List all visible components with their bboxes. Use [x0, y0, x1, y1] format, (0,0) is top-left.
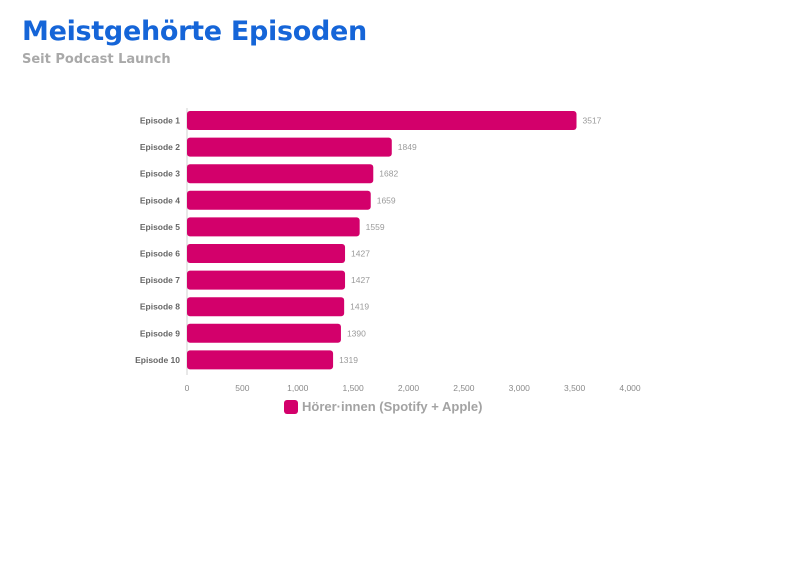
bar	[187, 164, 374, 184]
category-label: Episode 8	[140, 302, 180, 312]
bar	[187, 190, 371, 210]
value-label: 1419	[350, 302, 369, 312]
x-tick-label: 1,000	[287, 383, 309, 393]
value-label: 1682	[379, 169, 398, 179]
category-label: Episode 9	[140, 328, 180, 338]
value-label: 1427	[351, 249, 370, 259]
value-label: 1390	[347, 328, 366, 338]
value-label: 1849	[398, 142, 417, 152]
bar	[187, 350, 334, 370]
bar	[187, 244, 346, 263]
category-label: Episode 7	[140, 275, 180, 285]
value-label: 1659	[377, 195, 396, 205]
x-tick-label: 2,000	[398, 383, 420, 393]
x-tick-label: 3,500	[564, 383, 586, 393]
x-tick-label: 3,000	[509, 383, 531, 393]
value-label: 1427	[351, 275, 370, 285]
bar	[187, 323, 341, 343]
bar	[187, 217, 360, 237]
category-label: Episode 3	[140, 169, 180, 179]
x-tick-label: 2,500	[453, 383, 475, 393]
category-label: Episode 10	[135, 355, 180, 365]
category-label: Episode 4	[140, 195, 180, 205]
value-label: 1319	[339, 355, 358, 365]
x-tick-label: 4,000	[619, 383, 641, 393]
value-label: 1559	[366, 222, 385, 232]
category-label: Episode 2	[140, 142, 180, 152]
x-tick-label: 1,500	[342, 383, 364, 393]
value-label: 3517	[583, 116, 602, 126]
chart-subtitle: Seit Podcast Launch	[22, 52, 171, 67]
bar	[187, 297, 345, 317]
category-label: Episode 5	[140, 222, 180, 232]
bar	[187, 111, 577, 130]
category-label: Episode 6	[140, 249, 180, 259]
legend: Hörer·innen (Spotify + Apple)	[284, 399, 482, 414]
legend-label: Hörer·innen (Spotify + Apple)	[302, 399, 483, 414]
chart-title: Meistgehörte Episoden	[22, 16, 367, 47]
category-label: Episode 1	[140, 116, 180, 126]
bar-chart: Episode 1 3517 Episode 2 1849 Episode 3 1682 E…	[135, 108, 641, 393]
x-tick-label: 0	[185, 383, 190, 393]
legend-swatch	[284, 399, 298, 414]
x-tick-label: 500	[235, 383, 249, 393]
bar	[187, 270, 346, 290]
bar	[187, 137, 392, 157]
